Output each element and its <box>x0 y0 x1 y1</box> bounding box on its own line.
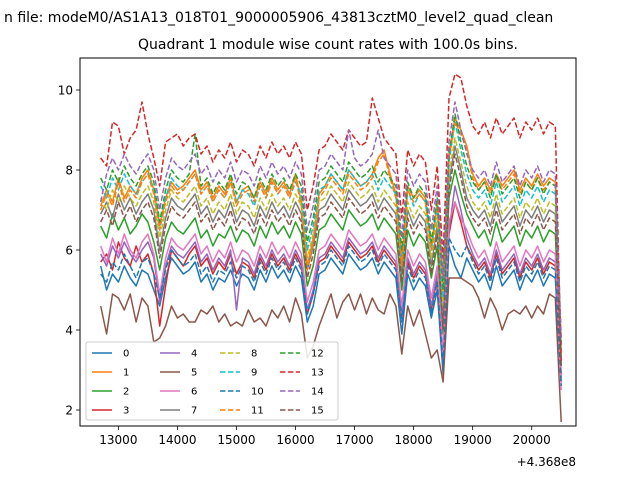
x-tick-label: 15000 <box>217 433 255 447</box>
y-tick-label: 4 <box>65 324 73 338</box>
series-line-15 <box>100 153 562 367</box>
x-tick-label: 19000 <box>454 433 492 447</box>
x-tick-label: 14000 <box>158 433 196 447</box>
y-tick-label: 6 <box>65 244 73 258</box>
x-tick-label: 18000 <box>395 433 433 447</box>
legend-label-1: 1 <box>123 368 129 379</box>
legend-label-4: 4 <box>191 349 197 360</box>
legend-label-8: 8 <box>251 349 257 360</box>
series-line-0 <box>99 245 562 383</box>
legend-label-0: 0 <box>123 349 129 360</box>
series-line-6 <box>99 201 562 391</box>
series-line-7 <box>100 145 562 359</box>
y-tick-label: 10 <box>58 84 73 98</box>
legend-label-12: 12 <box>311 349 324 360</box>
x-tick-label: 20000 <box>513 433 551 447</box>
series-line-10 <box>100 237 562 387</box>
x-axis: 13000 14000 15000 16000 17000 18000 19000 20000 <box>99 426 551 447</box>
legend-label-3: 3 <box>123 406 129 417</box>
x-tick-label: 13000 <box>99 433 137 447</box>
x-offset-label: +4.368e8 <box>517 455 576 469</box>
series-layer <box>99 73 562 423</box>
chart-title: Quadrant 1 module wise count rates with … <box>138 37 518 53</box>
legend-label-6: 6 <box>191 387 197 398</box>
series-line-13 <box>100 73 562 363</box>
legend-label-5: 5 <box>191 368 197 379</box>
x-tick-label: 16000 <box>276 433 314 447</box>
series-line-2 <box>100 169 562 367</box>
y-tick-label: 8 <box>65 164 73 178</box>
legend-label-15: 15 <box>311 406 324 417</box>
legend-label-7: 7 <box>191 406 197 417</box>
legend-label-14: 14 <box>311 387 324 398</box>
series-line-12 <box>100 113 562 343</box>
legend-box <box>85 341 339 421</box>
axes-frame <box>79 57 577 427</box>
legend-label-13: 13 <box>311 368 324 379</box>
series-line-9 <box>100 121 562 347</box>
series-line-5 <box>99 277 562 423</box>
legend-label-2: 2 <box>123 387 129 398</box>
legend-label-10: 10 <box>251 387 264 398</box>
series-line-8 <box>100 137 562 355</box>
y-axis: 2 4 6 8 10 <box>58 84 80 418</box>
legend-label-11: 11 <box>251 406 264 417</box>
x-tick-label: 17000 <box>335 433 373 447</box>
series-line-4 <box>100 185 562 379</box>
y-tick-label: 2 <box>65 404 73 418</box>
legend-label-9: 9 <box>251 368 257 379</box>
figure-suptitle: n file: modeM0/AS1A13_018T01_9000005906_… <box>4 10 553 26</box>
